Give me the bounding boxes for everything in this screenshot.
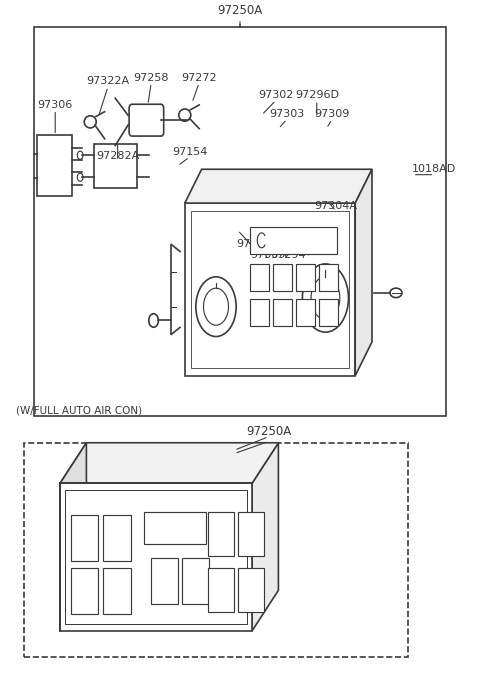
Ellipse shape [204,288,228,325]
Polygon shape [355,169,372,376]
Bar [191,211,349,368]
Text: 97306: 97306 [37,100,73,110]
Bar [65,490,247,624]
Bar [238,568,264,612]
Text: 97293: 97293 [237,239,272,248]
Bar [208,568,234,612]
FancyBboxPatch shape [129,104,164,136]
Text: 97154: 97154 [172,148,207,157]
Text: 97304A: 97304A [314,202,358,211]
Text: 97250A: 97250A [246,425,291,439]
Text: 97250A: 97250A [217,3,263,17]
Bar [60,483,252,631]
Bar [296,299,315,326]
Bar [71,515,98,561]
Bar [273,299,292,326]
Polygon shape [60,443,86,631]
Text: 97282A: 97282A [96,151,139,160]
Ellipse shape [302,264,348,332]
Text: 97296: 97296 [292,247,327,257]
Text: 97258: 97258 [133,73,169,83]
Ellipse shape [390,288,402,298]
Bar [24,443,408,657]
Bar [208,512,234,556]
Text: 97322A: 97322A [86,77,130,86]
Bar [319,299,338,326]
Polygon shape [60,443,278,483]
Bar [238,512,264,556]
Bar [34,27,446,416]
Bar [151,558,178,604]
Bar [319,264,338,291]
Bar [103,515,131,561]
Bar [94,144,137,188]
Bar [103,568,131,614]
Text: 1018AD: 1018AD [412,165,456,174]
Ellipse shape [311,277,340,320]
Bar [250,299,269,326]
Text: 97303: 97303 [269,109,305,118]
Bar [37,135,72,196]
Bar [182,558,209,604]
Bar [296,264,315,291]
Bar [144,512,206,544]
Bar [273,264,292,291]
Bar [250,227,337,254]
Text: (W/FULL AUTO AIR CON): (W/FULL AUTO AIR CON) [16,406,142,416]
Ellipse shape [84,116,96,128]
Text: 97294: 97294 [270,250,306,259]
Text: 97309: 97309 [314,109,350,118]
Bar [71,568,98,614]
Text: 97296D: 97296D [295,90,339,100]
Polygon shape [252,443,278,631]
Ellipse shape [179,109,191,121]
Bar [250,264,269,291]
Text: 97295: 97295 [274,236,310,245]
Text: 97309: 97309 [250,250,286,259]
Bar [185,203,355,376]
Text: 97302: 97302 [258,90,294,100]
Polygon shape [185,169,372,203]
Ellipse shape [196,277,236,336]
Text: 97272: 97272 [181,73,217,83]
